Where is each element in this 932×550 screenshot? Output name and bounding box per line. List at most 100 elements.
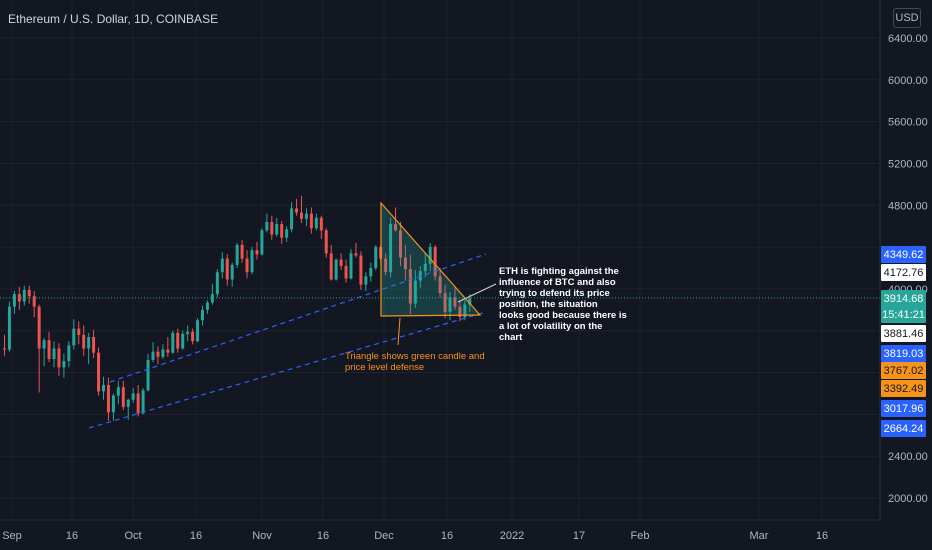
candle-body	[230, 264, 234, 280]
annotation-triangle: Triangle shows green candle and price lev…	[345, 351, 485, 373]
time-tick-label: 16	[441, 530, 453, 542]
candle-body	[131, 393, 135, 400]
candle-body	[463, 304, 467, 318]
price-badge	[881, 345, 926, 362]
candle-body	[300, 212, 303, 219]
candle-body	[32, 296, 36, 307]
candle-body	[3, 348, 6, 350]
candle-body	[399, 230, 402, 258]
candle-body	[384, 258, 388, 273]
candle-body	[413, 280, 417, 304]
candle-body	[186, 331, 190, 334]
candle-body	[295, 208, 299, 213]
price-badge-label: 3017.96	[884, 403, 924, 415]
candle-body	[285, 229, 289, 238]
candle-body	[87, 337, 91, 349]
price-badge	[881, 420, 926, 437]
time-axis[interactable]: Sep 16 Oct 16 Nov 16 Dec 16 2022 17 Feb Mar 16	[0, 519, 880, 542]
price-badge	[881, 264, 926, 281]
currency-button[interactable]: USD	[893, 8, 921, 28]
candle-body	[270, 222, 274, 235]
candle-body	[42, 340, 46, 349]
candle-body	[47, 340, 51, 359]
candle-body	[22, 289, 26, 302]
candle-body	[468, 298, 472, 305]
annotation-line: a lot of volatility on the	[499, 321, 602, 332]
candle-body	[364, 276, 368, 285]
candle-body	[354, 253, 358, 256]
price-badge	[881, 306, 926, 323]
candle-body	[52, 348, 56, 359]
candle-body	[240, 245, 244, 259]
price-badge	[881, 325, 926, 342]
candle-body	[458, 306, 462, 318]
time-tick-label: 16	[190, 530, 202, 542]
candle-body	[116, 387, 120, 396]
price-tick-label: 6000.00	[888, 75, 928, 87]
price-labels: 4349.62 4172.76 3914.68 15:41:21 3881.46 3819…	[881, 246, 926, 437]
candle-body	[344, 265, 348, 279]
drawings-layer[interactable]: ETH is fighting against the influence of …	[0, 201, 880, 429]
symbol-title[interactable]: Ethereum / U.S. Dollar, 1D, COINBASE	[8, 12, 219, 26]
candle-body	[166, 349, 170, 353]
candle-body	[102, 385, 105, 392]
candle-body	[349, 253, 353, 279]
callout-line	[457, 283, 497, 303]
price-badge-label: 3881.46	[884, 328, 924, 340]
price-badge	[881, 400, 926, 417]
candle-body	[334, 259, 338, 280]
candle-body	[433, 247, 437, 277]
annotation-line: trying to defend its price	[499, 288, 610, 299]
candle-body	[453, 297, 457, 307]
price-badge-label: 15:41:21	[882, 309, 925, 321]
price-badge-label: 3819.03	[884, 348, 924, 360]
candle-body	[181, 333, 185, 349]
triangle-pattern	[380, 201, 482, 317]
candle-body	[205, 302, 209, 310]
candle-body	[255, 250, 259, 255]
candle-body	[7, 306, 11, 350]
candle-body	[265, 222, 269, 231]
candle-body	[443, 293, 447, 312]
annotation-line: chart	[499, 332, 523, 343]
candle-body	[136, 393, 140, 414]
candle-body	[27, 289, 31, 297]
candle-body	[329, 253, 333, 280]
candles-layer	[3, 195, 472, 421]
price-tick-label: 2000.00	[888, 493, 928, 505]
price-tick-label: 2400.00	[888, 451, 928, 463]
candle-body	[250, 250, 254, 273]
annotation-line: looks good because there is	[499, 310, 627, 321]
candle-body	[196, 320, 200, 342]
candle-body	[319, 217, 323, 231]
candle-body	[275, 224, 279, 235]
annotation-line: Triangle shows green candle and	[345, 351, 485, 362]
candle-body	[290, 208, 294, 230]
candle-body	[448, 297, 452, 312]
candle-body	[141, 390, 145, 414]
candle-body	[92, 337, 96, 353]
price-tick-label: 5200.00	[888, 158, 928, 170]
candle-body	[171, 332, 175, 353]
candle-body	[156, 351, 160, 357]
candle-body	[37, 306, 41, 349]
candle-body	[121, 387, 125, 408]
annotation-eth: ETH is fighting against the influence of …	[499, 266, 627, 343]
candle-body	[314, 217, 318, 229]
candle-body	[235, 245, 239, 265]
candle-body	[359, 255, 363, 285]
candle-body	[280, 224, 284, 238]
price-badge-label: 4172.76	[884, 267, 924, 279]
candle-body	[374, 247, 378, 268]
price-badge	[881, 246, 926, 263]
annotation-line: influence of BTC and also	[499, 277, 616, 288]
lower-trendline	[88, 311, 487, 429]
candle-body	[245, 258, 249, 273]
time-tick-label: Mar	[750, 530, 769, 542]
candle-body	[403, 257, 407, 270]
candle-body	[428, 247, 432, 264]
candle-body	[146, 360, 150, 391]
candle-body	[77, 328, 81, 335]
price-badge-label: 3914.68	[884, 293, 924, 305]
